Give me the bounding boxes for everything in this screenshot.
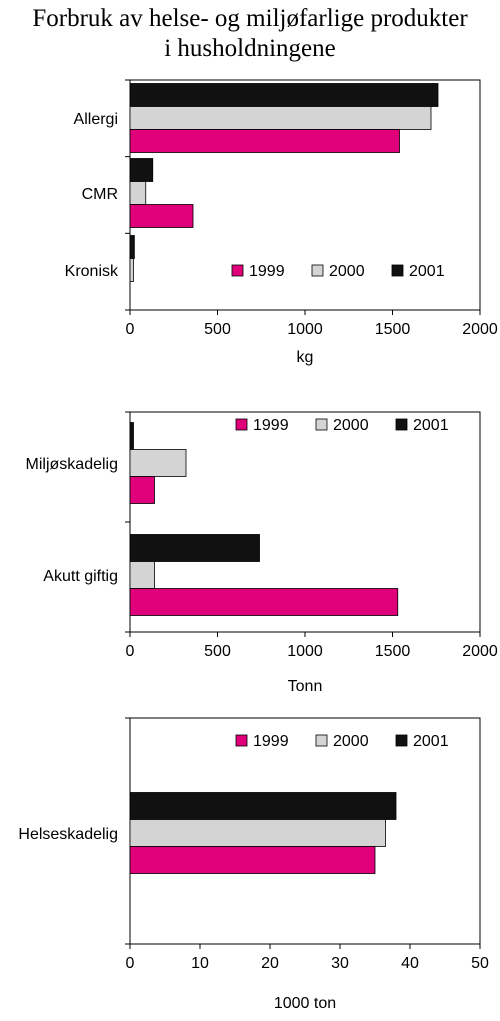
legend-label-2000: 2000 — [333, 417, 369, 434]
legend-label-2000: 2000 — [333, 733, 369, 750]
legend-label-1999: 1999 — [249, 263, 285, 280]
legend-label-2001: 2001 — [409, 263, 445, 280]
x-tick-label: 20 — [261, 955, 279, 972]
legend-swatch-2000 — [315, 734, 328, 747]
chart-title-line-1: Forbruk av helse- og miljøfarlige produk… — [32, 5, 468, 32]
category-label: Akutt giftig — [43, 568, 118, 585]
legend-swatch-1999 — [235, 418, 248, 431]
bar-1999 — [129, 846, 376, 874]
legend: 1999 2000 2001 — [235, 417, 449, 434]
category-label: Helseskadelig — [18, 826, 118, 843]
bar-2000 — [129, 258, 134, 282]
category-label: Allergi — [74, 111, 118, 128]
x-tick-label: 1500 — [375, 643, 411, 660]
x-tick-label: 40 — [401, 955, 419, 972]
legend: 1999 2000 2001 — [235, 733, 449, 750]
legend-label-2001: 2001 — [413, 417, 449, 434]
x-axis-label: Tonn — [288, 678, 323, 695]
bar-2001 — [129, 235, 135, 259]
x-tick-label: 1000 — [287, 643, 323, 660]
legend-swatch-1999 — [231, 264, 244, 277]
x-tick-label: 0 — [126, 643, 135, 660]
bar-2000 — [129, 449, 187, 477]
bar-2000 — [129, 181, 147, 205]
x-tick-label: 500 — [204, 321, 231, 338]
bar-1999 — [129, 588, 399, 616]
bar-2001 — [129, 534, 260, 562]
chart-title-line-2: i husholdningene — [164, 35, 336, 62]
legend-label-1999: 1999 — [253, 417, 289, 434]
chart-1: 0 500 1000 1500 2000 kg Allergi CMR Kronisk 1999 2… — [65, 79, 498, 366]
x-tick-label: 500 — [204, 643, 231, 660]
legend-swatch-1999 — [235, 734, 248, 747]
bar-2000 — [129, 561, 155, 589]
x-tick-label: 30 — [331, 955, 349, 972]
bar-2000 — [129, 819, 386, 847]
bar-1999 — [129, 204, 194, 228]
legend-label-2001: 2001 — [413, 733, 449, 750]
bar-2001 — [129, 158, 154, 182]
legend-swatch-2000 — [311, 264, 324, 277]
x-tick-label: 0 — [126, 955, 135, 972]
legend-label-2000: 2000 — [329, 263, 365, 280]
x-axis-label: 1000 ton — [274, 995, 336, 1012]
x-tick-label: 2000 — [462, 643, 498, 660]
bar-1999 — [129, 129, 400, 153]
x-tick-label: 0 — [126, 321, 135, 338]
chart-3: 0 10 20 30 40 50 1000 ton Helseskadelig 1999 2000… — [18, 717, 489, 1012]
x-tick-label: 10 — [191, 955, 209, 972]
x-tick-label: 2000 — [462, 321, 498, 338]
chart-2: 0 500 1000 1500 2000 Tonn Miljøskadelig Akutt g… — [26, 411, 498, 695]
bar-2001 — [129, 83, 439, 107]
legend-swatch-2001 — [395, 734, 408, 747]
legend: 1999 2000 2001 — [231, 263, 445, 280]
legend-swatch-2001 — [395, 418, 408, 431]
bar-2001 — [129, 792, 397, 820]
x-axis-label: kg — [297, 349, 314, 366]
bar-2001 — [129, 422, 134, 450]
category-label: Kronisk — [65, 263, 119, 280]
x-tick-label: 50 — [471, 955, 489, 972]
category-label: Miljøskadelig — [26, 456, 118, 473]
legend-swatch-2001 — [391, 264, 404, 277]
legend-swatch-2000 — [315, 418, 328, 431]
chart-title: Forbruk av helse- og miljøfarlige produk… — [0, 4, 500, 64]
x-tick-label: 1000 — [287, 321, 323, 338]
legend-label-1999: 1999 — [253, 733, 289, 750]
x-tick-label: 1500 — [375, 321, 411, 338]
bar-2000 — [129, 106, 432, 130]
category-label: CMR — [82, 186, 118, 203]
bar-1999 — [129, 476, 155, 504]
